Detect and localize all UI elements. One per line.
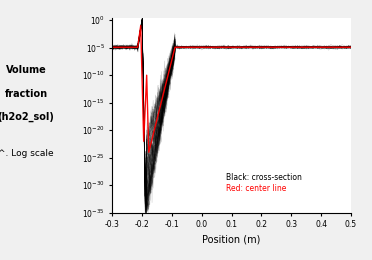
Text: fraction: fraction — [4, 89, 48, 99]
X-axis label: Position (m): Position (m) — [202, 235, 261, 245]
Text: Volume: Volume — [6, 65, 46, 75]
Text: Black: cross-section: Black: cross-section — [226, 173, 302, 182]
Text: ^. Log scale: ^. Log scale — [0, 149, 54, 158]
Text: (h2o2_sol): (h2o2_sol) — [0, 112, 54, 122]
Text: Red: center line: Red: center line — [226, 184, 286, 193]
